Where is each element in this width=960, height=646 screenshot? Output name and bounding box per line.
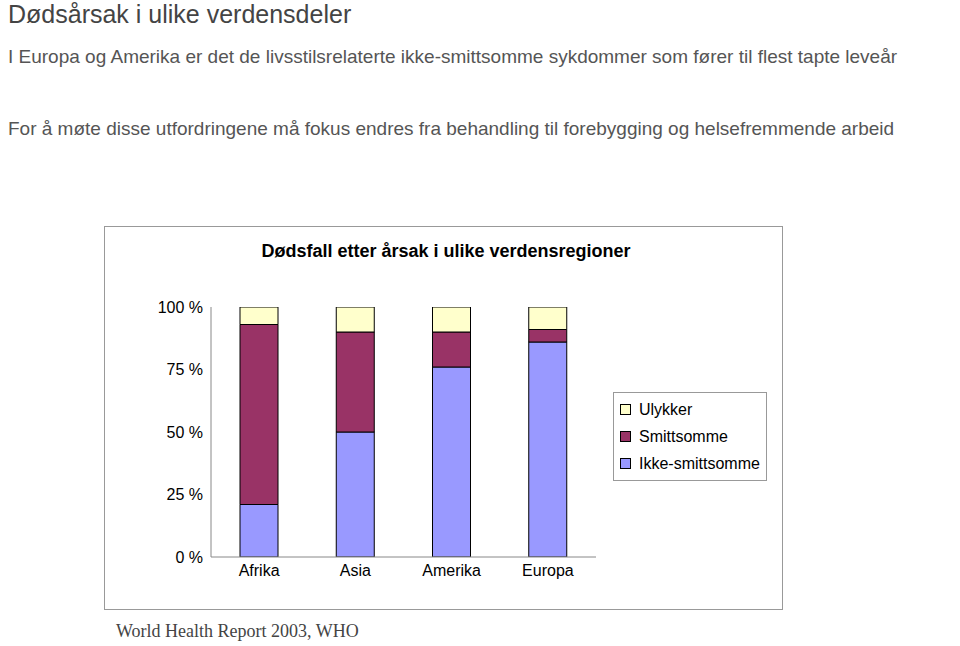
svg-text:Europa: Europa	[522, 562, 574, 579]
html-text:Ikke-smittsomme: Ikke-smittsomme	[639, 454, 760, 472]
svg-text:Asia: Asia	[340, 562, 371, 579]
svg-text:50 %: 50 %	[167, 424, 203, 441]
svg-text:0 %: 0 %	[175, 549, 203, 566]
html-text:For å møte disse utfordringene: For å møte disse utfordringene må fokus …	[8, 118, 895, 139]
html-text:World Health Report 2003, WHO: World Health Report 2003, WHO	[116, 621, 359, 641]
html-text:Dødsårsak i ulike verdensdeler: Dødsårsak i ulike verdensdeler	[8, 0, 352, 28]
html-text:Smittsomme: Smittsomme	[639, 427, 728, 445]
svg-text:25 %: 25 %	[167, 486, 203, 503]
html-text:Dødsfall etter årsak i ulike v: Dødsfall etter årsak i ulike verdensregi…	[261, 241, 631, 261]
html-text:I Europa og Amerika er det de: I Europa og Amerika er det de livsstilsr…	[8, 46, 898, 67]
svg-text:100 %: 100 %	[158, 299, 203, 316]
svg-text:75 %: 75 %	[167, 361, 203, 378]
svg-text:Afrika: Afrika	[239, 562, 280, 579]
svg-text:Amerika: Amerika	[422, 562, 481, 579]
html-text:Ulykker: Ulykker	[639, 400, 693, 418]
